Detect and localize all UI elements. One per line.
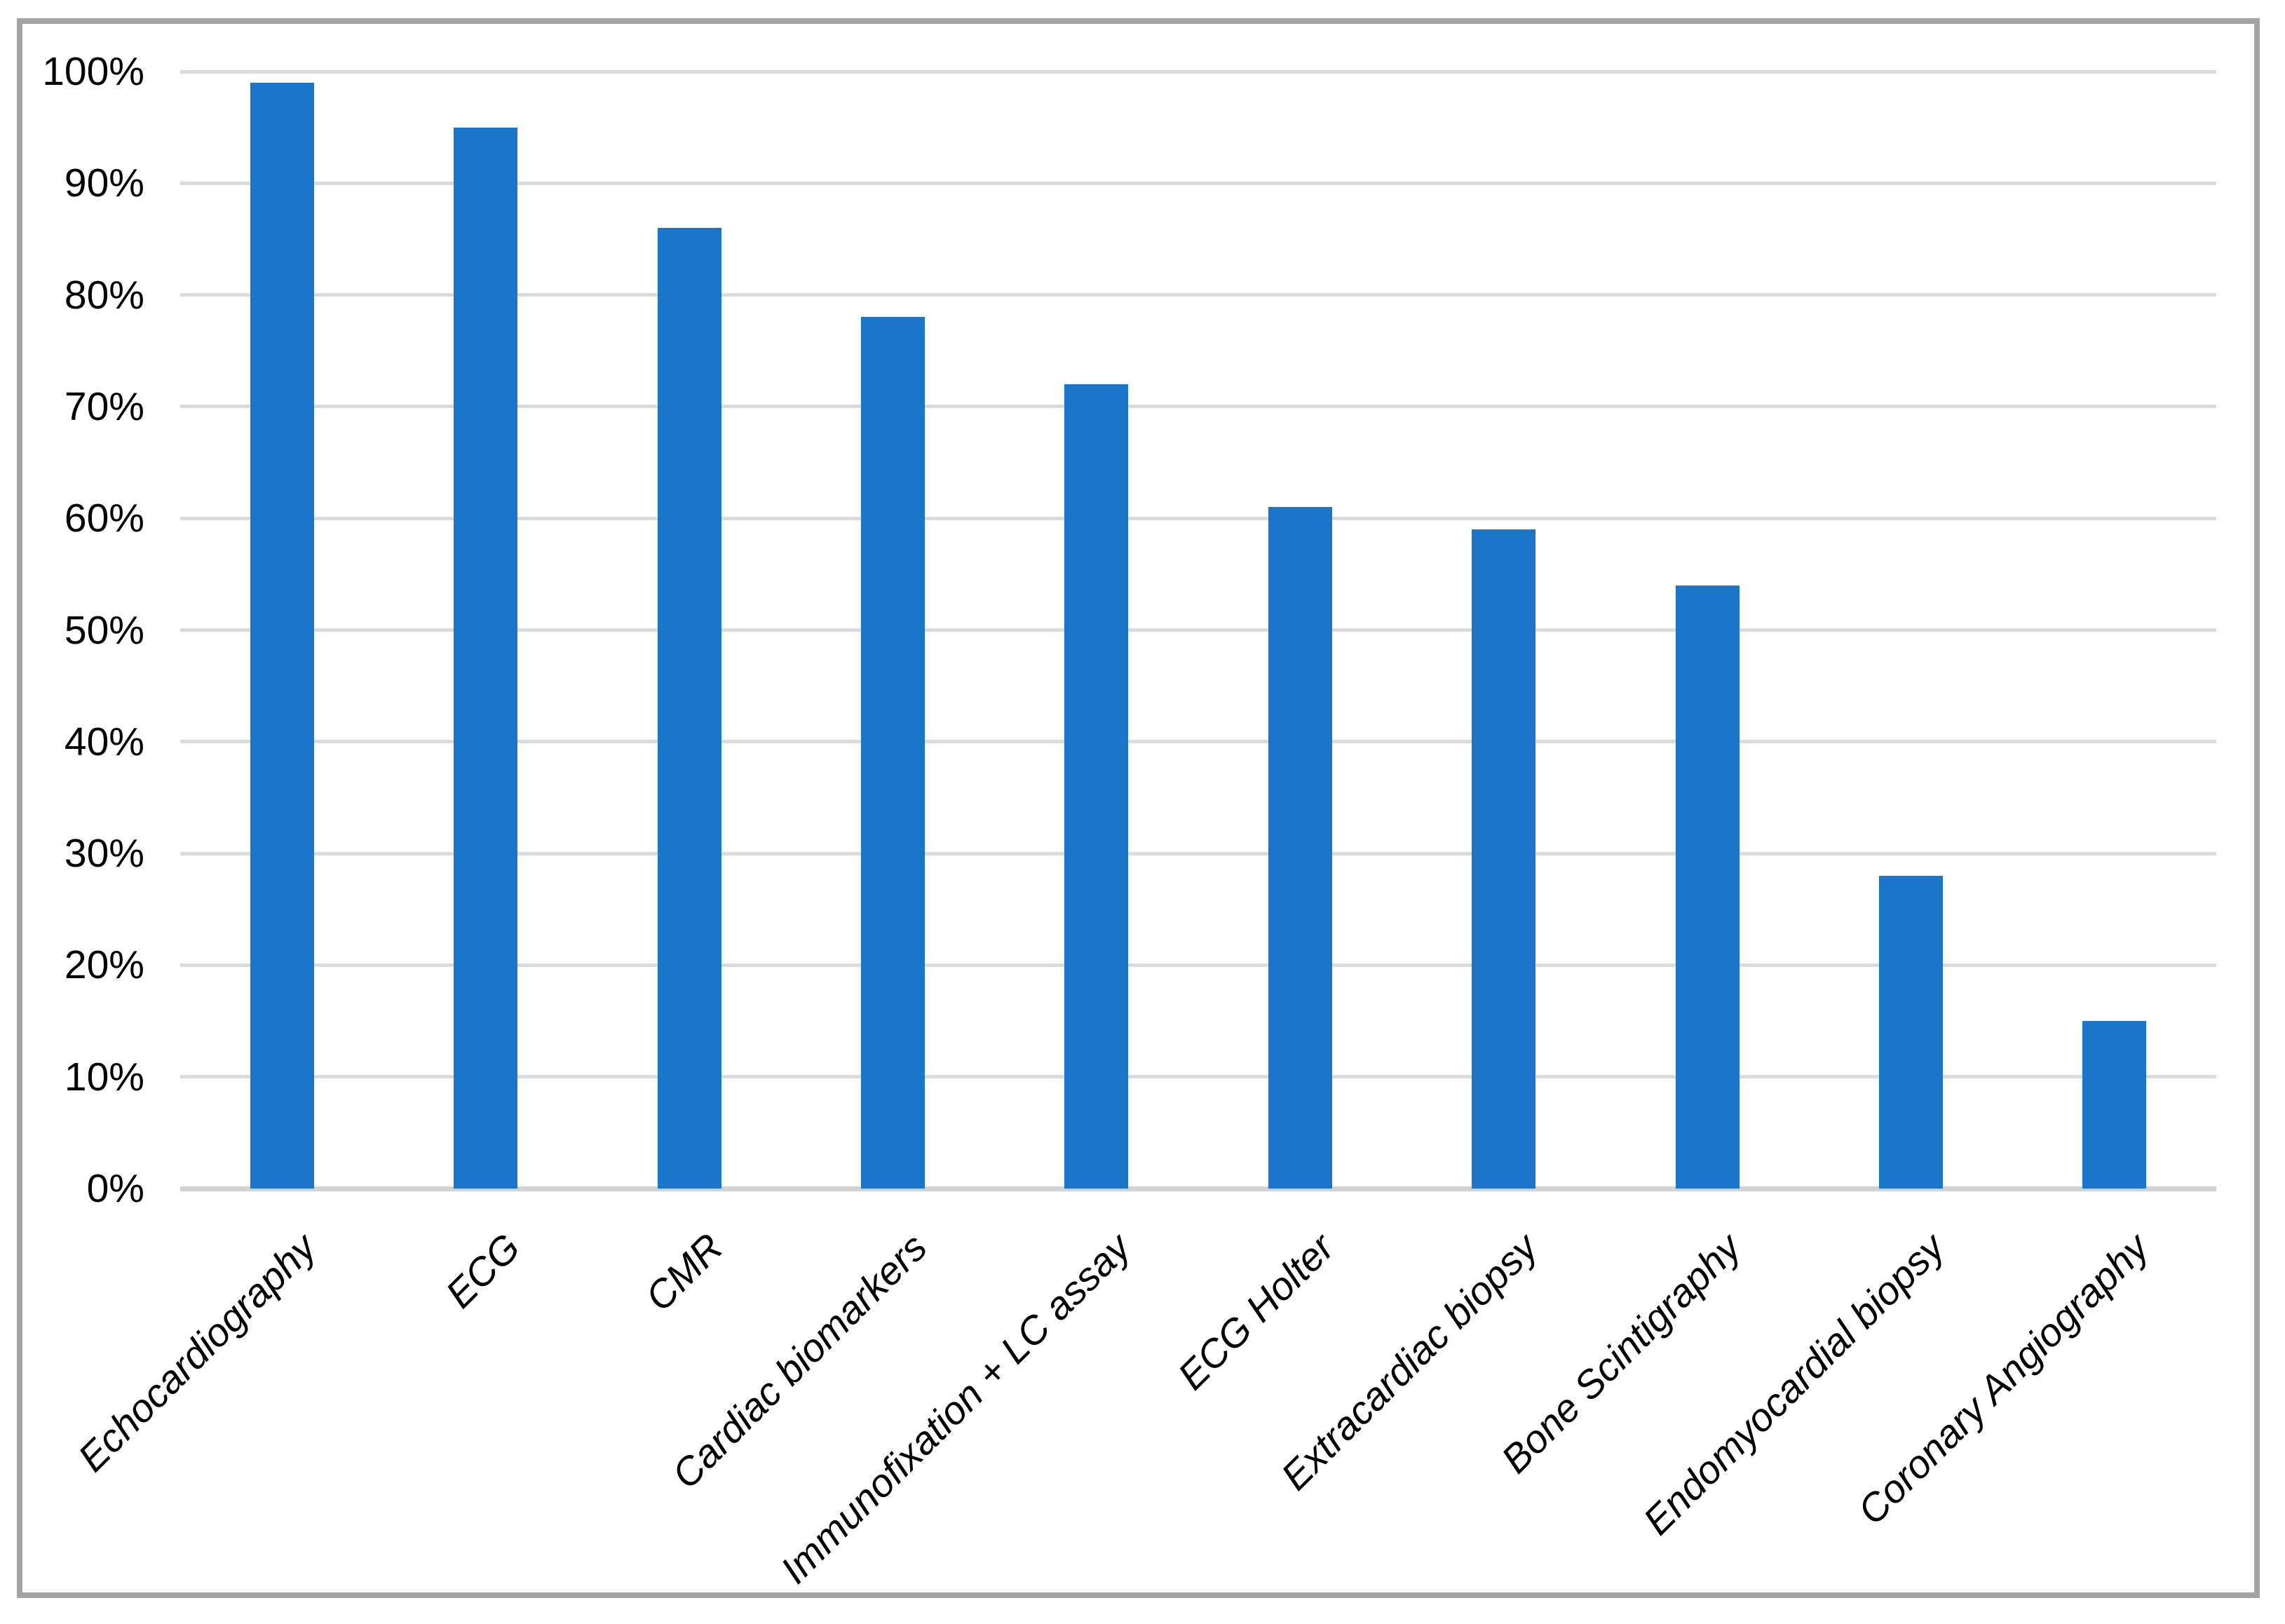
gridline [180, 963, 2216, 967]
bar [658, 228, 721, 1189]
x-axis-line [180, 1186, 2216, 1191]
y-tick-label: 100% [42, 49, 144, 94]
gridline [180, 293, 2216, 297]
y-tick-label: 20% [64, 942, 144, 987]
bar [1879, 876, 1943, 1189]
y-tick-label: 30% [64, 831, 144, 876]
gridline [180, 70, 2216, 74]
y-tick-label: 50% [64, 608, 144, 653]
gridline [180, 517, 2216, 520]
y-tick-label: 70% [64, 384, 144, 429]
y-tick-label: 60% [64, 496, 144, 541]
y-tick-label: 40% [64, 719, 144, 764]
bar [250, 83, 314, 1189]
bar [861, 317, 925, 1189]
gridline [180, 182, 2216, 185]
gridline [180, 740, 2216, 743]
y-tick-label: 80% [64, 273, 144, 318]
y-tick-label: 0% [86, 1166, 144, 1211]
gridline [180, 405, 2216, 408]
bar [1268, 507, 1332, 1189]
gridline [180, 628, 2216, 632]
bar [1064, 384, 1128, 1189]
bar [1472, 529, 1535, 1189]
y-tick-label: 10% [64, 1055, 144, 1099]
chart-border [17, 18, 2260, 1598]
bar [1676, 586, 1740, 1189]
gridline [180, 1075, 2216, 1078]
y-tick-label: 90% [64, 161, 144, 205]
gridline [180, 852, 2216, 855]
bar [454, 128, 517, 1189]
bar [2082, 1021, 2146, 1189]
